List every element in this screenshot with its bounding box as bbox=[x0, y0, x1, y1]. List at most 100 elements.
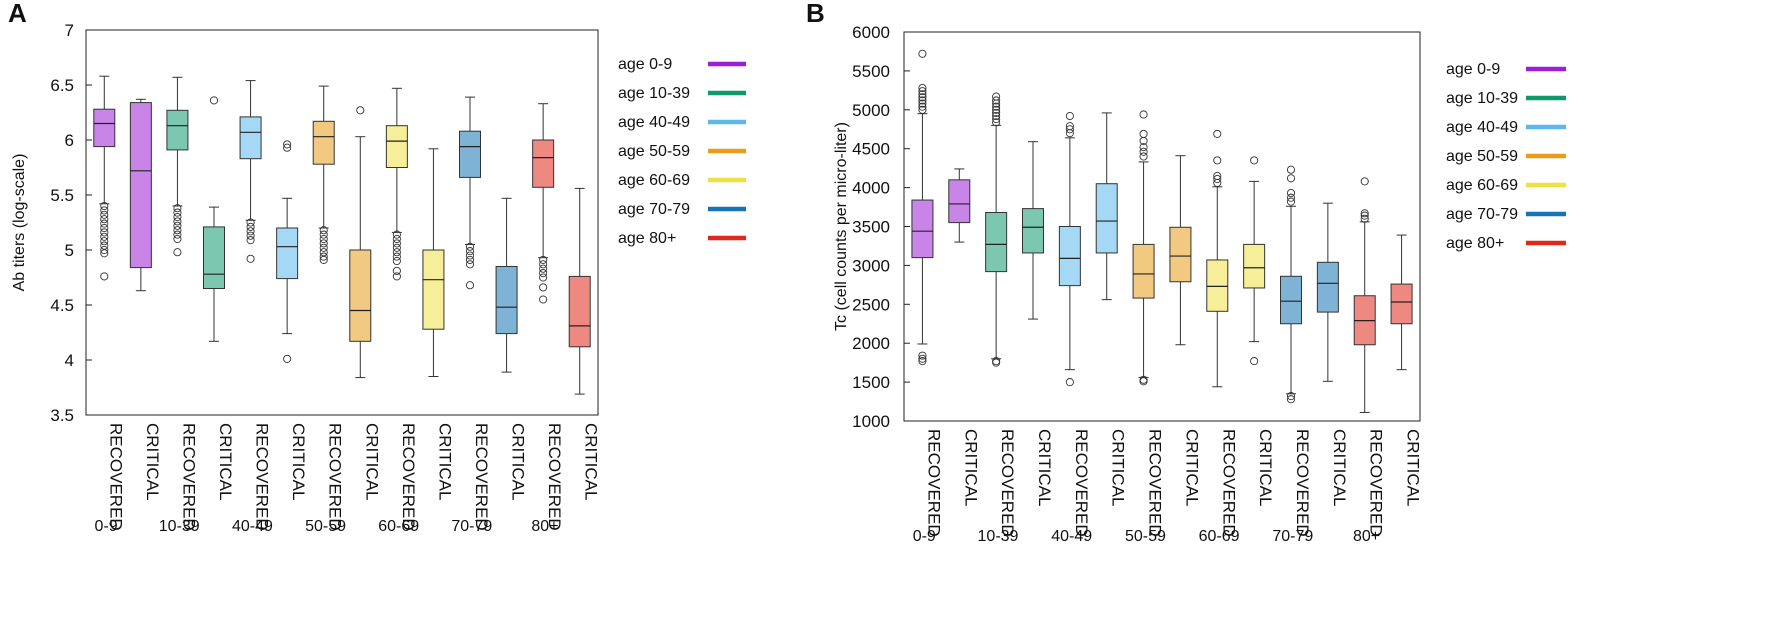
legend-entry: age 10-39 bbox=[618, 85, 746, 102]
category-label: RECOVERED bbox=[179, 423, 198, 531]
box-iqr bbox=[1390, 283, 1413, 325]
category-label: CRITICAL bbox=[509, 423, 528, 500]
outlier-point bbox=[1250, 156, 1259, 165]
group-label: 40-49 bbox=[1051, 528, 1092, 545]
outlier-point bbox=[392, 239, 401, 248]
outlier-point bbox=[465, 247, 475, 256]
box-iqr bbox=[93, 108, 116, 148]
outlier-point bbox=[100, 232, 109, 241]
outlier-point bbox=[918, 354, 927, 363]
box-iqr bbox=[1280, 275, 1302, 325]
category-label: CRITICAL bbox=[1404, 429, 1423, 506]
box-40-49-recovered bbox=[239, 80, 262, 263]
box-70-79-critical bbox=[1316, 202, 1339, 382]
outlier-point bbox=[392, 243, 401, 252]
legend-entry: age 40-49 bbox=[1446, 119, 1566, 136]
box-iqr bbox=[422, 249, 445, 330]
box-80+-recovered bbox=[532, 103, 555, 304]
panel-label: A bbox=[8, 0, 27, 28]
outlier-point bbox=[246, 222, 255, 231]
outlier-point bbox=[246, 254, 255, 263]
box-iqr bbox=[911, 199, 934, 259]
legend-label: age 40-49 bbox=[618, 114, 690, 131]
y-tick-label: 6000 bbox=[852, 23, 890, 42]
outlier-point bbox=[319, 226, 328, 235]
outlier-point bbox=[173, 221, 182, 230]
box-iqr bbox=[129, 102, 152, 269]
y-tick-label: 7 bbox=[65, 21, 74, 40]
outlier-point bbox=[100, 237, 109, 246]
group-label: 60-69 bbox=[378, 518, 419, 535]
legend-entry: age 50-59 bbox=[1446, 148, 1566, 165]
outlier-point bbox=[992, 105, 1001, 114]
y-tick-label: 5.5 bbox=[50, 186, 74, 205]
y-tick-label: 3000 bbox=[852, 256, 890, 275]
panel-a: A 3.5 4 4.5 5 5.5 6 6.5 7 Ab titers (log-scale) RE… bbox=[8, 0, 746, 535]
outlier-point bbox=[209, 96, 219, 105]
box-10-39-critical bbox=[203, 96, 225, 342]
outlier-point bbox=[100, 219, 109, 228]
outlier-point bbox=[992, 96, 1001, 105]
box-50-59-recovered bbox=[1132, 110, 1155, 386]
box-iqr bbox=[385, 125, 408, 168]
box-iqr bbox=[948, 179, 971, 224]
box-10-39-critical bbox=[1022, 141, 1044, 320]
box-70-79-critical bbox=[495, 197, 518, 373]
outlier-point bbox=[918, 83, 927, 93]
outlier-point bbox=[100, 201, 109, 211]
outlier-point bbox=[392, 266, 401, 275]
outlier-point bbox=[319, 230, 328, 239]
y-tick-label: 3500 bbox=[852, 218, 890, 237]
y-tick-label: 1500 bbox=[852, 373, 890, 392]
group-label: 0-9 bbox=[913, 528, 936, 545]
outlier-point bbox=[246, 227, 255, 236]
outlier-point bbox=[100, 206, 109, 215]
legend-entry: age 50-59 bbox=[618, 143, 746, 160]
category-label: RECOVERED bbox=[924, 429, 943, 537]
outlier-point bbox=[319, 248, 328, 257]
category-label: RECOVERED bbox=[1219, 429, 1238, 537]
box-iqr bbox=[1095, 183, 1118, 254]
outlier-point bbox=[918, 93, 927, 102]
outlier-point bbox=[1139, 147, 1148, 156]
outlier-point bbox=[100, 215, 109, 224]
y-tick-label: 4500 bbox=[852, 140, 890, 159]
outlier-point bbox=[918, 105, 927, 114]
y-tick-label: 4 bbox=[65, 351, 74, 370]
outlier-point bbox=[319, 239, 328, 248]
category-label: CRITICAL bbox=[216, 423, 235, 500]
category-label: RECOVERED bbox=[1367, 429, 1386, 537]
outlier-point bbox=[1286, 392, 1296, 401]
box-40-49-critical bbox=[1095, 112, 1118, 301]
outlier-point bbox=[1065, 378, 1074, 387]
outlier-point bbox=[539, 273, 548, 282]
box-iqr bbox=[1169, 226, 1192, 283]
outlier-point bbox=[465, 242, 475, 251]
legend-label: age 70-79 bbox=[618, 201, 690, 218]
outlier-point bbox=[918, 49, 927, 58]
outlier-point bbox=[173, 212, 182, 222]
box-iqr bbox=[1022, 208, 1044, 254]
outlier-point bbox=[918, 357, 927, 366]
box-iqr bbox=[166, 109, 189, 151]
box-iqr bbox=[532, 139, 555, 188]
box-iqr bbox=[568, 275, 591, 348]
legend-entry: age 0-9 bbox=[618, 56, 746, 73]
box-0-9-recovered bbox=[93, 75, 116, 281]
outlier-point bbox=[1213, 156, 1222, 165]
category-label: CRITICAL bbox=[1182, 429, 1201, 506]
group-label: 40-49 bbox=[232, 518, 273, 535]
category-label: CRITICAL bbox=[143, 423, 162, 500]
outlier-point bbox=[992, 102, 1001, 111]
outlier-point bbox=[992, 108, 1001, 117]
outlier-point bbox=[173, 226, 182, 235]
category-label: RECOVERED bbox=[253, 423, 272, 531]
category-label: CRITICAL bbox=[362, 423, 381, 500]
y-tick-label: 5 bbox=[65, 241, 74, 260]
y-tick-label: 5500 bbox=[852, 62, 890, 81]
box-iqr bbox=[276, 227, 299, 280]
legend-label: age 50-59 bbox=[618, 143, 690, 160]
box-0-9-critical bbox=[948, 168, 971, 243]
box-80+-critical bbox=[1390, 234, 1413, 371]
